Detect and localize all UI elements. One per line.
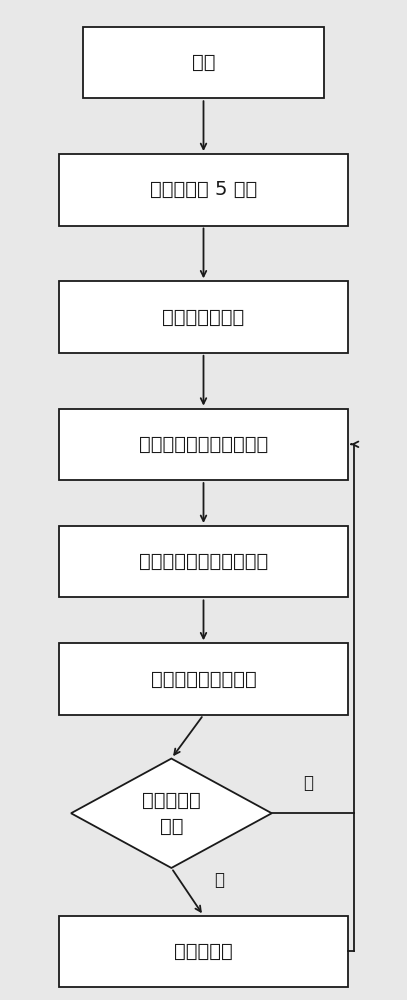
Text: 设置内部灰尘量: 设置内部灰尘量 xyxy=(162,308,245,327)
Text: 测量入口烟气浓度及流量: 测量入口烟气浓度及流量 xyxy=(139,435,268,454)
Text: 测量出口烟气浓度及流量: 测量出口烟气浓度及流量 xyxy=(139,552,268,571)
FancyBboxPatch shape xyxy=(59,643,348,715)
FancyBboxPatch shape xyxy=(59,281,348,353)
Text: 否: 否 xyxy=(303,774,313,792)
FancyBboxPatch shape xyxy=(59,154,348,226)
Text: 根据公式计算灰尘量: 根据公式计算灰尘量 xyxy=(151,670,256,688)
Text: 打开吹灰器 5 分钟: 打开吹灰器 5 分钟 xyxy=(150,180,257,199)
Text: 是: 是 xyxy=(214,871,225,889)
Text: 是否开启吹
灰器: 是否开启吹 灰器 xyxy=(142,790,201,836)
FancyBboxPatch shape xyxy=(59,526,348,597)
Text: 开启吹灰器: 开启吹灰器 xyxy=(174,942,233,961)
FancyBboxPatch shape xyxy=(83,27,324,98)
Text: 开始: 开始 xyxy=(192,53,215,72)
Polygon shape xyxy=(71,759,272,868)
FancyBboxPatch shape xyxy=(59,916,348,987)
FancyBboxPatch shape xyxy=(59,409,348,480)
